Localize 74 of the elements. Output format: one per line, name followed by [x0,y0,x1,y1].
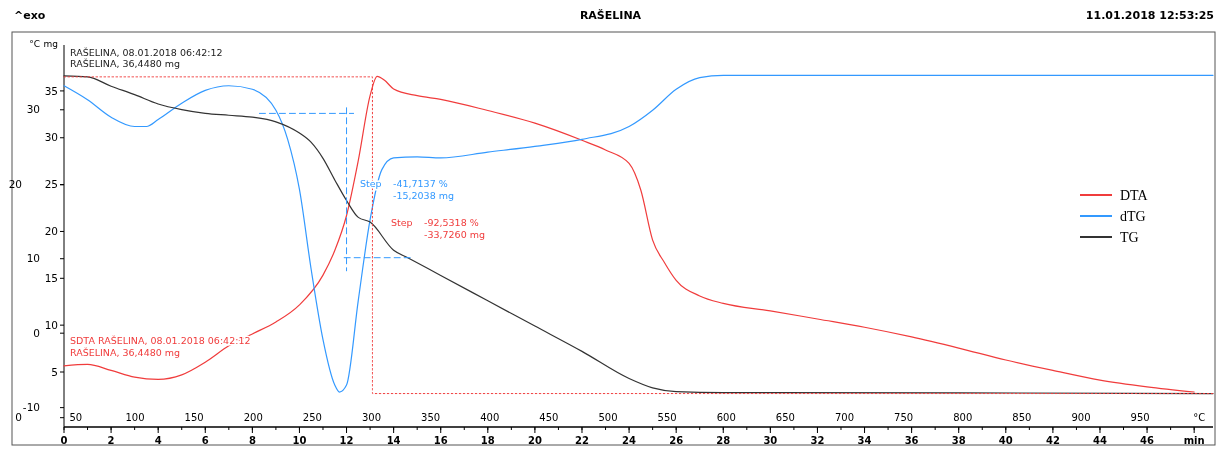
x-tick-label: 22 [575,435,589,446]
y-tick-label: 20 [44,225,58,238]
x2-tick-label: 300 [361,412,382,423]
x-tick-label: 30 [763,435,778,446]
x2-tick-label: 350 [421,412,441,423]
annotation: RAŠELINA, 36,4480 mg [70,347,181,358]
annotation: -15,2038 mg [393,190,455,201]
x2-tick-label: 100 [125,412,145,423]
y2-axis-title: °C [29,39,40,49]
y-axis-title: mg [43,39,58,49]
x-tick-label: 0 [60,435,68,446]
y3-tick-label: 0 [15,411,22,424]
y-tick-label: 15 [44,271,58,284]
y2-tick-label: -10 [22,401,40,414]
x-tick-label: 20 [527,435,542,446]
annotation: -92,5318 % [424,217,479,228]
x-tick-label: 14 [386,435,401,446]
y-tick-label: 10 [44,318,58,331]
x2-tick-label: °C [1193,412,1206,423]
x2-tick-label: 250 [302,412,322,423]
x-tick-label: 8 [248,435,256,446]
text: ^exo [14,9,46,22]
legend-label: TG [1120,229,1139,245]
x2-tick-label: 50 [69,412,83,423]
y2-tick-label: 10 [26,252,40,265]
y2-tick-label: 30 [26,103,40,116]
y-tick-label: 5 [51,365,58,378]
legend-label: DTA [1120,187,1149,203]
x-tick-label: 24 [622,435,637,446]
y2-tick-label: 0 [33,326,40,339]
x-tick-label: 26 [669,435,684,446]
x2-tick-label: 900 [1071,412,1091,423]
x-tick-label: 12 [339,435,354,446]
legend-label: dTG [1120,208,1146,224]
x2-tick-label: 400 [480,412,500,423]
text: 11.01.2018 12:53:25 [1085,9,1214,22]
x-tick-label: 40 [998,435,1013,446]
x-tick-label: 16 [433,435,448,446]
y-tick-label: 30 [44,131,58,144]
x2-tick-label: 850 [1012,412,1032,423]
x-tick-label: 42 [1045,435,1060,446]
x-tick-label: 18 [480,435,495,446]
x-tick-label: 4 [154,435,162,446]
x-tick-label: 6 [201,435,209,446]
x-tick-label: 32 [810,435,825,446]
annotation: RAŠELINA, 36,4480 mg [70,58,181,69]
x-tick-label: 28 [716,435,731,446]
x-tick-label: 36 [904,435,919,446]
x2-tick-label: 150 [184,412,204,423]
annotation: RAŠELINA, 08.01.2018 06:42:12 [70,47,223,58]
x2-tick-label: 800 [953,412,973,423]
annotation: -41,7137 % [393,178,448,189]
y-tick-label: 35 [44,84,58,97]
annotation: Step [391,217,413,228]
x2-tick-label: 500 [598,412,618,423]
x2-tick-label: 450 [539,412,559,423]
x-tick-label: 38 [951,435,966,446]
x2-tick-label: 200 [243,412,263,423]
x-tick-label: 34 [857,435,872,446]
x2-tick-label: 700 [834,412,855,423]
y3-tick-label: 20 [8,178,22,191]
x-tick-label: min [1183,435,1205,446]
x-tick-label: 10 [292,435,307,446]
y-tick-label: 25 [44,178,58,191]
x-tick-label: 44 [1093,435,1107,446]
x2-tick-label: 550 [657,412,677,423]
x2-tick-label: 650 [775,412,795,423]
x-tick-label: 2 [107,435,115,446]
annotation: -33,7260 mg [424,229,486,240]
x2-tick-label: 600 [716,412,736,423]
x2-tick-label: 750 [894,412,914,423]
x2-tick-label: 950 [1130,412,1150,423]
chart-title: RAŠELINA [579,9,642,22]
x-tick-label: 46 [1140,435,1155,446]
